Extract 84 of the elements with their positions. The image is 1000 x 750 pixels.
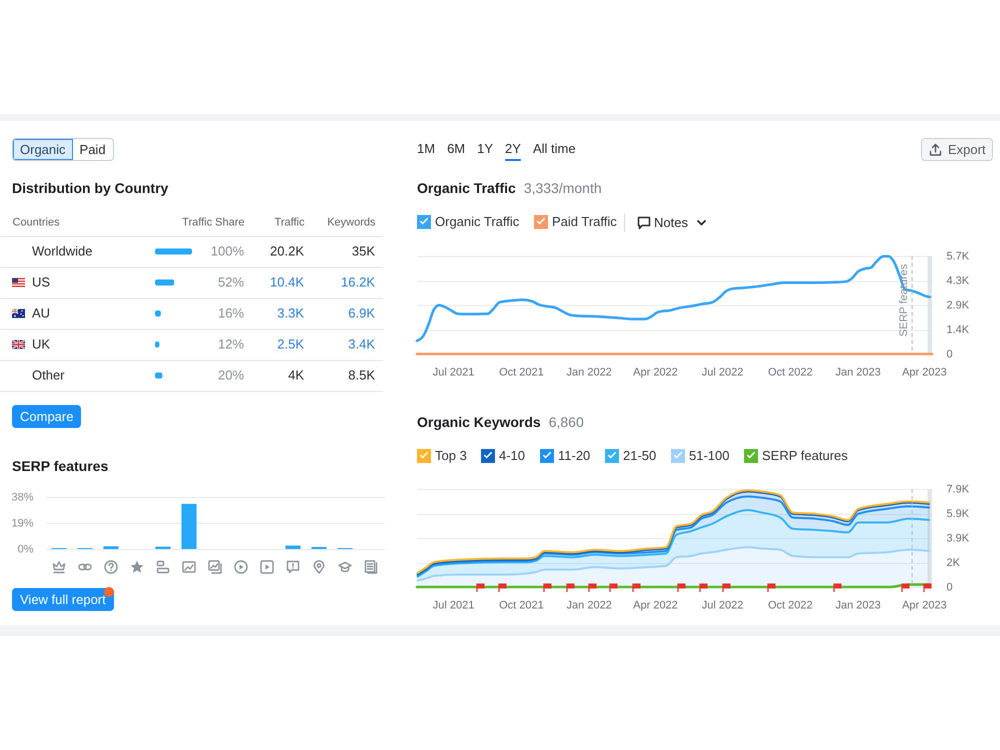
x-tick-label: Jan 2022 (566, 366, 612, 378)
text: 1Y (477, 141, 494, 157)
text: 20.2K (270, 244, 304, 258)
text: 1M (417, 141, 436, 157)
y-tick-label: US (32, 274, 50, 290)
y-tick-label: AU (32, 306, 50, 320)
y-tick-label: 4.3K (946, 275, 970, 287)
bar (181, 504, 197, 549)
text: 8.5K (348, 368, 376, 382)
y-tick-label: 0 (946, 582, 953, 594)
x-tick-label: Oct 2021 (499, 600, 544, 612)
text: Keywords (327, 216, 376, 228)
bar (155, 248, 192, 254)
text: 35K (352, 244, 376, 258)
text: 3.3K (277, 306, 304, 320)
text: 4K (288, 368, 304, 382)
ref-line-label: SERP features (898, 264, 910, 337)
y-tick-label: Worldwide (32, 244, 92, 258)
segmented-control: Organic Paid (12, 138, 114, 161)
chart-title: Distribution by Country (12, 180, 168, 196)
chart-title: SERP features (12, 458, 108, 474)
x-tick-label: Oct 2022 (768, 600, 813, 612)
legend-label: Top 3 (435, 448, 467, 463)
legend-label: SERP features (762, 448, 848, 463)
y-tick-label: 0 (946, 348, 953, 360)
text: 6M (447, 141, 466, 157)
text: 2Y (505, 141, 521, 157)
data-label: 16% (218, 306, 244, 320)
y-tick-label: 1.4K (946, 324, 970, 336)
x-tick-label: Jul 2022 (702, 366, 744, 378)
y-tick-label: 0% (18, 544, 34, 556)
legend-label: 21-50 (623, 448, 656, 463)
y-tick-label: 5.9K (946, 508, 970, 520)
y-tick-label: 19% (11, 518, 34, 530)
text: 3.4K (348, 336, 376, 352)
x-tick-label: Jul 2021 (432, 600, 474, 612)
y-tick-label: UK (32, 336, 50, 352)
y-tick-label: Other (32, 368, 66, 382)
button: Export (921, 138, 993, 161)
legend-label: Paid Traffic (552, 214, 618, 229)
y-tick-label: 3.9K (946, 532, 970, 544)
x-axis-title: Traffic Share (182, 216, 244, 228)
y-tick-label: 38% (11, 492, 34, 504)
x-tick-label: Jan 2023 (835, 366, 881, 378)
y-tick-label: 2K (946, 557, 961, 569)
legend-label: 11-20 (558, 448, 590, 463)
x-tick-label: Apr 2023 (902, 366, 947, 378)
legend-label: Organic Traffic (435, 214, 520, 229)
text: 6.9K (348, 306, 376, 320)
data-label: 12% (218, 336, 244, 352)
data-label: 20% (218, 368, 244, 382)
text: All time (532, 141, 576, 157)
x-tick-label: Apr 2022 (633, 600, 678, 612)
text: 2.5K (277, 336, 304, 352)
button: View full report (12, 588, 114, 611)
x-tick-label: Oct 2021 (499, 366, 544, 378)
bar (103, 546, 119, 549)
x-tick-label: Jan 2023 (835, 600, 881, 612)
x-tick-label: Jul 2022 (702, 600, 744, 612)
y-tick-label: 2.9K (946, 300, 970, 312)
bar (285, 546, 301, 549)
y-tick-label: 7.9K (946, 484, 970, 496)
text: 16.2K (341, 274, 376, 290)
x-tick-label: Apr 2022 (633, 366, 678, 378)
text: Notes (654, 215, 688, 230)
chart-title: Organic Keywords (417, 414, 541, 430)
button: Compare (12, 405, 82, 428)
text: 10.4K (270, 274, 304, 290)
line-series (416, 255, 932, 342)
chart-title: Organic Traffic (417, 180, 516, 196)
x-tick-label: Oct 2022 (768, 366, 813, 378)
chart-subtitle: 3,333/month (524, 180, 602, 196)
x-tick-label: Apr 2023 (902, 600, 947, 612)
data-label: 52% (218, 274, 244, 290)
text: Traffic (274, 216, 305, 228)
y-axis-title: Countries (12, 216, 60, 228)
bar (155, 280, 174, 286)
data-label: 100% (210, 244, 244, 258)
legend-label: 4-10 (499, 448, 526, 463)
chart-subtitle: 6,860 (548, 414, 584, 430)
y-tick-label: 5.7K (946, 250, 970, 262)
x-tick-label: Jan 2022 (566, 600, 612, 612)
x-tick-label: Jul 2021 (432, 366, 474, 378)
legend-label: 51-100 (689, 448, 730, 463)
